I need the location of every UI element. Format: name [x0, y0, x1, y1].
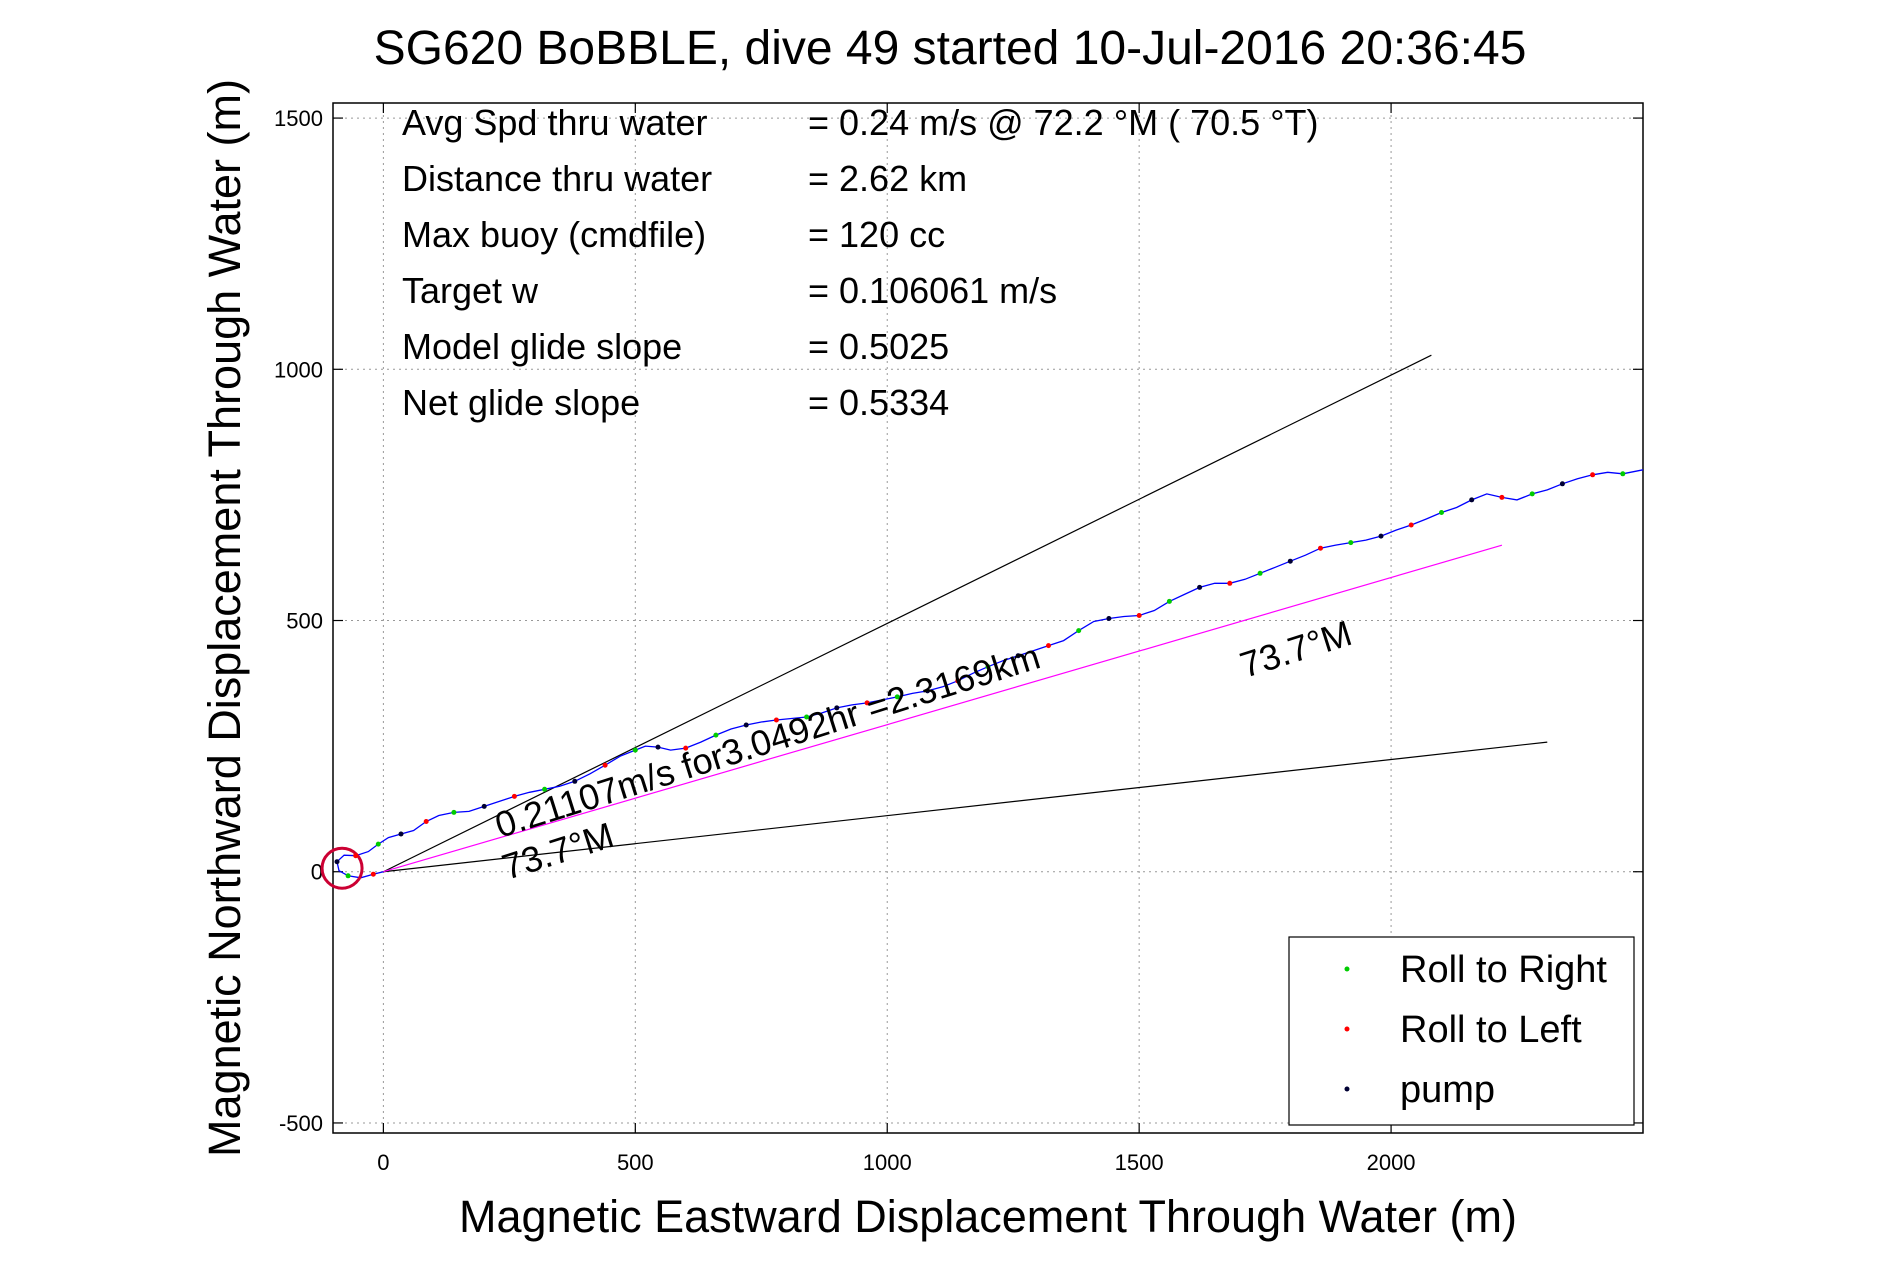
track-marker [1439, 510, 1444, 515]
track-marker [864, 700, 870, 706]
track-marker [602, 762, 608, 768]
y-axis-label: Magnetic Northward Displacement Through … [199, 79, 250, 1157]
track-marker [632, 747, 638, 753]
stat-value: = 0.5025 [808, 326, 949, 367]
track-marker [1559, 481, 1565, 487]
track-marker [655, 744, 661, 750]
legend: Roll to Right Roll to Left pump [1288, 936, 1635, 1126]
y-tick-label: 1500 [274, 106, 323, 131]
stat-value: = 2.62 km [808, 158, 967, 199]
track-marker [1076, 628, 1082, 634]
reference-line-lower [383, 741, 1548, 873]
track-marker [1257, 570, 1263, 576]
y-tick-label: 500 [286, 609, 323, 634]
x-tick-label: 1000 [863, 1150, 912, 1175]
track-marker [985, 664, 991, 670]
reference-lines [383, 354, 1548, 873]
track-marker [511, 793, 517, 799]
track-marker [345, 873, 351, 879]
track-marker [1620, 471, 1626, 477]
legend-label: Roll to Left [1400, 1009, 1582, 1051]
track-marker [1499, 494, 1505, 500]
track-marker [894, 694, 900, 700]
track-marker [353, 853, 359, 859]
track-marker [423, 819, 429, 824]
x-axis-label: Magnetic Eastward Displacement Through W… [459, 1191, 1517, 1242]
stat-label: Max buoy (cmdfile) [402, 214, 706, 255]
stat-label: Distance thru water [402, 158, 712, 199]
track-marker [1015, 653, 1021, 659]
track-marker [1166, 598, 1172, 604]
stat-value: = 0.24 m/s @ 72.2 °M ( 70.5 °T) [808, 102, 1319, 143]
reference-line-avg [383, 544, 1503, 873]
y-tick-label: -500 [279, 1111, 323, 1136]
track-marker [1469, 497, 1475, 503]
track-marker [1318, 545, 1323, 551]
stats-block: Avg Spd thru water = 0.24 m/s @ 72.2 °M (… [402, 102, 1319, 423]
chart-title: SG620 BoBBLE, dive 49 started 10-Jul-201… [374, 22, 1527, 75]
track-marker [713, 732, 719, 738]
stat-label: Target w [402, 270, 539, 311]
x-tick-label: 0 [377, 1150, 389, 1175]
legend-marker [1344, 1026, 1350, 1032]
track-marker [1197, 584, 1203, 590]
x-tick-label: 2000 [1367, 1150, 1416, 1175]
track-marker [804, 714, 810, 720]
track-marker [334, 859, 340, 865]
stat-value: = 0.5334 [808, 382, 949, 423]
y-tick-label: 1000 [274, 357, 323, 382]
track-marker [1287, 558, 1293, 564]
track-marker [925, 688, 930, 694]
track-marker [1529, 491, 1535, 497]
plot-area: 0 500 1000 1500 2000 -500 0 500 1000 1500 Avg Spd… [274, 102, 1644, 1175]
track-marker [1348, 540, 1354, 546]
legend-marker [1344, 966, 1350, 972]
track-marker [1136, 613, 1142, 618]
track-marker [1378, 533, 1384, 539]
track-marker [370, 871, 376, 877]
track-marker [773, 717, 779, 723]
track-marker [398, 831, 404, 837]
y-tick-label: 0 [311, 860, 323, 885]
x-tick-label: 1500 [1115, 1150, 1164, 1175]
x-tick-label: 500 [617, 1150, 654, 1175]
reference-line-upper [383, 354, 1432, 873]
axis-ticks: 0 500 1000 1500 2000 -500 0 500 1000 1500 [274, 103, 1643, 1175]
track-marker [1106, 616, 1112, 621]
track-marker [955, 678, 961, 684]
stat-label: Avg Spd thru water [402, 102, 708, 143]
track-marker [375, 841, 381, 847]
track-marker [683, 745, 689, 751]
track-marker [743, 722, 749, 728]
track-marker [1046, 643, 1051, 649]
plot-border [332, 102, 1644, 1134]
track-marker [542, 786, 548, 792]
track-marker [451, 809, 457, 815]
stat-value: = 120 cc [808, 214, 945, 255]
track-marker [1590, 472, 1596, 478]
legend-label: Roll to Right [1400, 949, 1607, 991]
stat-label: Net glide slope [402, 382, 640, 423]
stat-label: Model glide slope [402, 326, 682, 367]
stat-value: = 0.106061 m/s [808, 270, 1057, 311]
track-marker [1227, 580, 1233, 586]
track-marker [1408, 522, 1414, 528]
track-marker [481, 803, 487, 809]
legend-marker [1344, 1086, 1350, 1092]
track-marker [834, 705, 840, 711]
legend-label: pump [1400, 1069, 1495, 1111]
track-marker [572, 778, 578, 784]
track-series [320, 469, 1644, 890]
turn-loop-marker [320, 846, 364, 890]
